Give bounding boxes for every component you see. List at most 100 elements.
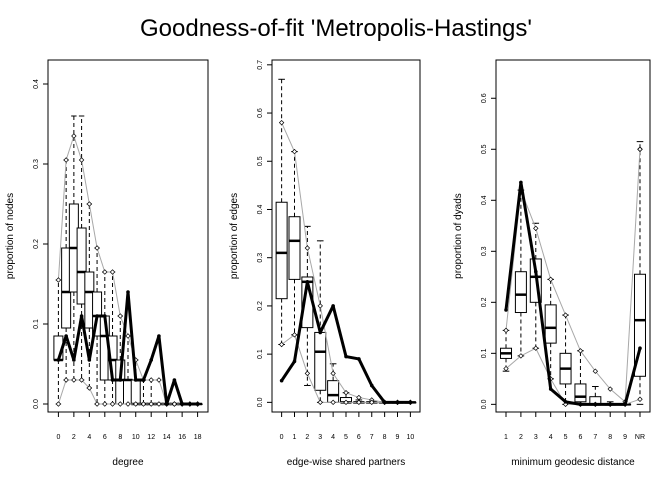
y-axis-label: proportion of dyads [453,193,464,279]
observed-point [79,314,84,318]
band-point [109,269,116,275]
observed-point [64,334,68,338]
box-2 [514,189,527,357]
band-point [533,225,539,232]
band-point [117,313,123,319]
band-point [304,245,311,251]
observed-point [126,290,130,294]
observed-point [72,358,76,362]
band-point [63,377,69,383]
x-tick-label: 6 [103,434,107,441]
band-point [125,401,131,407]
band-point [140,401,147,407]
band-point [533,345,539,351]
observed-point [395,400,400,405]
gof-panel-1: 0.0 0.1 0.2 0.3 0.4 0 2 4 6 8 10 12 14 16 18 degree prop… [5,59,209,468]
y-axis-label: proportion of nodes [5,193,16,279]
x-axis-label: edge-wise shared partners [287,457,405,468]
x-tick-label: 0 [280,434,284,441]
iqr-box [574,383,587,403]
band-point [291,148,298,155]
box-0 [275,78,288,345]
y-tick-label: 0.0 [33,399,40,409]
gof-panel-2: 0.0 0.1 0.2 0.3 0.4 0.5 0.6 0.7 0 1 2 3 4 5 6 7 8 9 10 edge… [229,59,421,468]
observed-point [180,402,184,406]
band-point [592,368,599,374]
y-tick-label: 0.1 [481,348,488,358]
band-lower-line [505,347,641,405]
observed-point [593,402,598,407]
observed-point [103,314,107,318]
observed-point [578,402,583,407]
y-tick-label: 0.1 [257,349,264,359]
observed-point [188,402,192,406]
x-tick-label: 4 [549,434,553,441]
band-point [78,157,85,163]
observed-point [195,402,200,406]
x-tick-label: 9 [396,434,400,441]
iqr-box [288,216,301,280]
band-point [343,399,349,406]
x-axis-label: minimum geodesic distance [511,457,635,468]
box-4 [327,363,340,403]
observed-point [382,400,387,405]
band-point [518,353,524,359]
band-point [330,399,336,406]
band-point [317,303,323,309]
observed-point [305,280,310,284]
observed-point [157,334,161,338]
x-tick-label: 5 [344,434,348,441]
x-tick-label: 18 [194,434,202,441]
box-4 [544,278,557,380]
band-point [55,401,62,407]
observed-point [357,357,361,361]
plot-frame [495,59,651,413]
observed-point [110,378,115,382]
y-tick-label: 0.2 [481,297,488,307]
y-tick-label: 0.3 [33,159,40,169]
band-point [94,401,100,407]
y-tick-label: 0.4 [481,195,488,205]
band-point [86,201,93,207]
band-point [133,401,139,407]
band-point [71,377,77,383]
band-point [125,333,131,339]
x-tick-label: 16 [178,434,186,441]
band-point [86,385,93,391]
observed-point [87,358,92,362]
band-point [71,133,77,139]
y-tick-label: 0.7 [257,60,264,70]
y-tick-label: 0.5 [481,144,488,154]
iqr-box [275,201,288,300]
band-point [356,399,362,406]
band-point [356,394,362,401]
y-tick-label: 0.3 [481,246,488,256]
iqr-box [633,273,646,377]
band-point [607,386,613,392]
observed-point [141,378,146,382]
band-point [156,401,162,407]
band-point [547,276,554,283]
iqr-box [314,331,327,391]
observed-point [344,354,348,359]
observed-point [548,387,553,391]
iqr-box [514,271,527,314]
band-point [343,390,349,396]
y-tick-label: 0.0 [481,399,488,409]
observed-point [504,308,508,312]
observed-point [149,358,153,362]
band-point [304,370,311,377]
iqr-box [76,227,87,305]
iqr-box [327,380,340,403]
y-tick-label: 0.6 [257,108,264,118]
x-tick-label: 0 [56,434,60,441]
x-tick-label: 7 [370,434,374,441]
observed-point [533,269,538,274]
y-tick-label: 0.6 [481,93,488,103]
band-point [55,277,62,283]
x-tick-label: 10 [406,434,414,441]
y-tick-label: 0.1 [33,319,40,329]
y-tick-label: 0.3 [257,253,264,263]
band-point [577,348,584,354]
x-axis-label: degree [112,457,144,468]
